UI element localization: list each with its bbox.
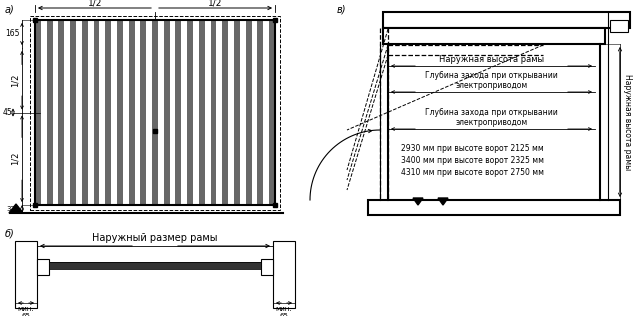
Text: 2930 мм при высоте ворот 2125 мм
3400 мм при высоте ворот 2325 мм
4310 мм при вы: 2930 мм при высоте ворот 2125 мм 3400 мм… <box>401 144 544 177</box>
Bar <box>383 12 630 28</box>
Text: 1/2: 1/2 <box>88 0 102 7</box>
Polygon shape <box>413 198 423 205</box>
Bar <box>246 20 251 205</box>
Bar <box>368 200 620 215</box>
Bar <box>257 20 263 205</box>
Bar <box>47 20 53 205</box>
Bar <box>37 259 49 275</box>
Bar <box>176 20 181 205</box>
Bar <box>273 241 295 308</box>
Text: Наружный размер рамы: Наружный размер рамы <box>92 233 218 243</box>
Text: в): в) <box>337 5 347 15</box>
Polygon shape <box>438 198 448 205</box>
Bar <box>164 20 170 205</box>
Bar <box>234 20 240 205</box>
Bar <box>49 262 261 269</box>
Bar <box>93 20 100 205</box>
Text: Наружная высота рамы: Наружная высота рамы <box>623 74 632 170</box>
Text: Наружная высота рамы: Наружная высота рамы <box>439 55 544 64</box>
Bar <box>35 20 41 205</box>
Text: 45: 45 <box>2 108 12 117</box>
Bar <box>15 241 37 308</box>
Text: 1/2: 1/2 <box>11 74 20 87</box>
Text: Глубина захода при открывании
электроприводом: Глубина захода при открывании электропри… <box>425 108 558 127</box>
Bar <box>269 20 275 205</box>
Bar <box>30 16 280 210</box>
Bar <box>82 20 87 205</box>
Bar <box>105 20 111 205</box>
Bar <box>383 28 605 44</box>
Polygon shape <box>9 204 23 213</box>
Text: мин.
65: мин. 65 <box>18 306 34 316</box>
Bar <box>199 20 204 205</box>
Bar <box>187 20 193 205</box>
Text: Глубина захода при открывании
электроприводом: Глубина захода при открывании электропри… <box>425 70 558 90</box>
Bar <box>152 20 158 205</box>
Text: б): б) <box>5 228 15 238</box>
Bar <box>129 20 134 205</box>
Text: 165: 165 <box>6 29 20 39</box>
Text: мин.
65: мин. 65 <box>276 306 293 316</box>
Bar <box>211 20 217 205</box>
Text: 1/2: 1/2 <box>208 0 222 7</box>
Text: а): а) <box>5 4 15 14</box>
Bar <box>59 20 64 205</box>
Bar <box>222 20 228 205</box>
Text: 1/2: 1/2 <box>11 152 20 166</box>
Bar <box>610 20 628 32</box>
Bar <box>70 20 76 205</box>
Bar <box>117 20 123 205</box>
Bar <box>261 259 273 275</box>
Text: 325: 325 <box>6 206 20 212</box>
Bar <box>153 129 157 133</box>
Bar <box>140 20 146 205</box>
